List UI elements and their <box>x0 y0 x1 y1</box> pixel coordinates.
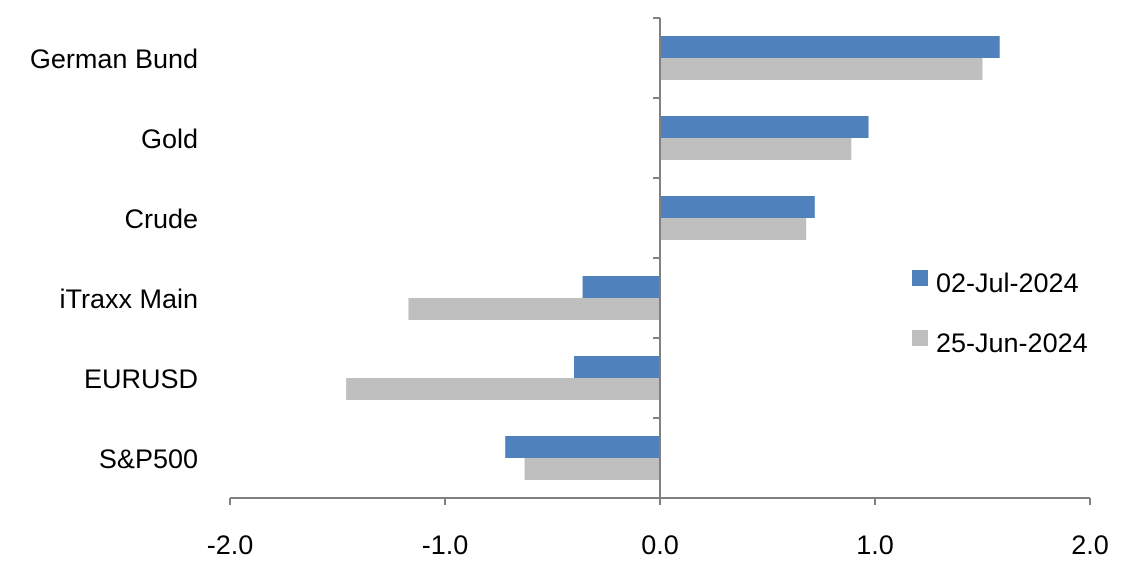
category-label: iTraxx Main <box>59 284 198 314</box>
legend-label: 25-Jun-2024 <box>936 328 1088 358</box>
bar-series2 <box>660 218 807 240</box>
x-tick-label: -1.0 <box>422 530 469 560</box>
legend-swatch <box>912 270 928 286</box>
category-label: Crude <box>124 204 198 234</box>
x-tick-label: 1.0 <box>856 530 894 560</box>
bar-series2 <box>408 298 660 320</box>
bar-series2 <box>660 58 983 80</box>
legend-label: 02-Jul-2024 <box>936 268 1079 298</box>
bar-series1 <box>660 36 1000 58</box>
bar-series2 <box>346 378 660 400</box>
bar-series1 <box>574 356 660 378</box>
bar-series2 <box>524 458 660 480</box>
category-label: EURUSD <box>84 364 198 394</box>
category-label: S&P500 <box>99 444 198 474</box>
bar-series2 <box>660 138 852 160</box>
legend-swatch <box>912 330 928 346</box>
x-tick-label: 2.0 <box>1071 530 1109 560</box>
bar-series1 <box>660 116 869 138</box>
bar-series1 <box>660 196 815 218</box>
x-tick-label: -2.0 <box>207 530 254 560</box>
bar-series1 <box>505 436 660 458</box>
x-tick-label: 0.0 <box>641 530 679 560</box>
category-label: Gold <box>141 124 198 154</box>
bar-series1 <box>582 276 660 298</box>
category-label: German Bund <box>30 44 198 74</box>
